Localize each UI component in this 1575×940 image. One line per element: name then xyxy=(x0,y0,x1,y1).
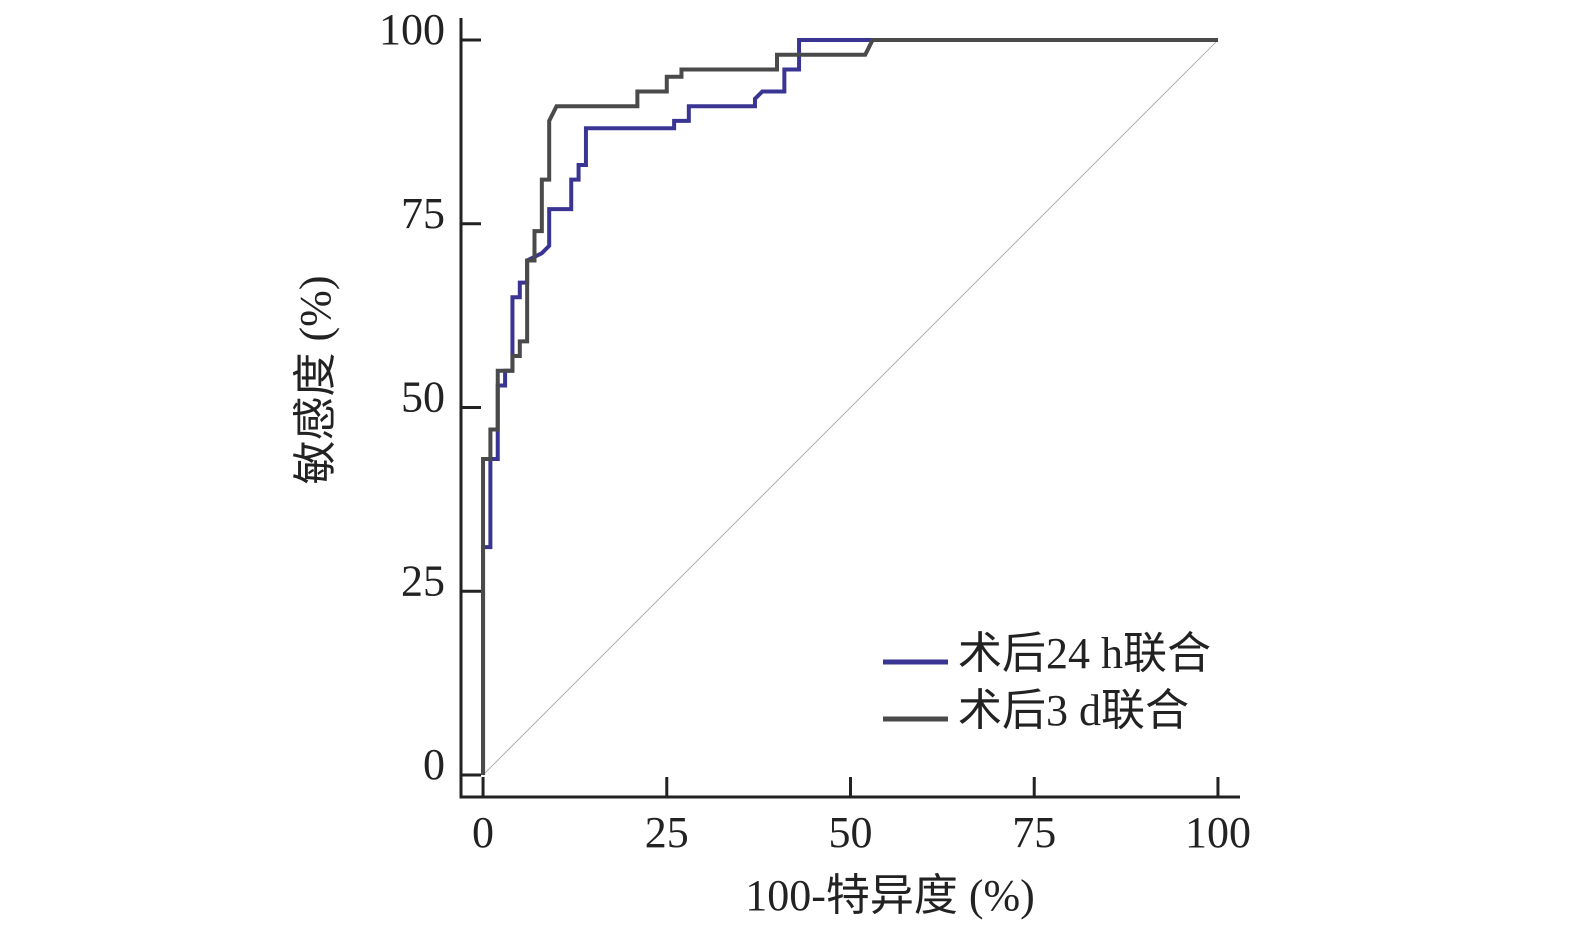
x-tick-label: 100 xyxy=(1185,808,1251,857)
y-tick-label: 75 xyxy=(401,189,445,238)
x-tick-label: 0 xyxy=(472,808,494,857)
legend-label: 术后3 d联合 xyxy=(958,686,1189,735)
y-tick-label: 100 xyxy=(379,5,445,54)
x-tick-label: 50 xyxy=(829,808,873,857)
roc-curve xyxy=(481,38,1218,775)
y-tick-label: 0 xyxy=(423,740,445,789)
y-tick-label: 50 xyxy=(401,373,445,422)
x-tick-label: 25 xyxy=(645,808,689,857)
y-tick-label: 25 xyxy=(401,556,445,605)
legend-label: 术后24 h联合 xyxy=(958,629,1211,678)
y-axis-label: 敏感度 (%) xyxy=(291,276,340,485)
roc-curve xyxy=(481,38,1218,775)
reference-line xyxy=(482,39,1219,776)
x-axis-label: 100-特异度 (%) xyxy=(745,871,1035,920)
x-tick-label: 75 xyxy=(1012,808,1056,857)
